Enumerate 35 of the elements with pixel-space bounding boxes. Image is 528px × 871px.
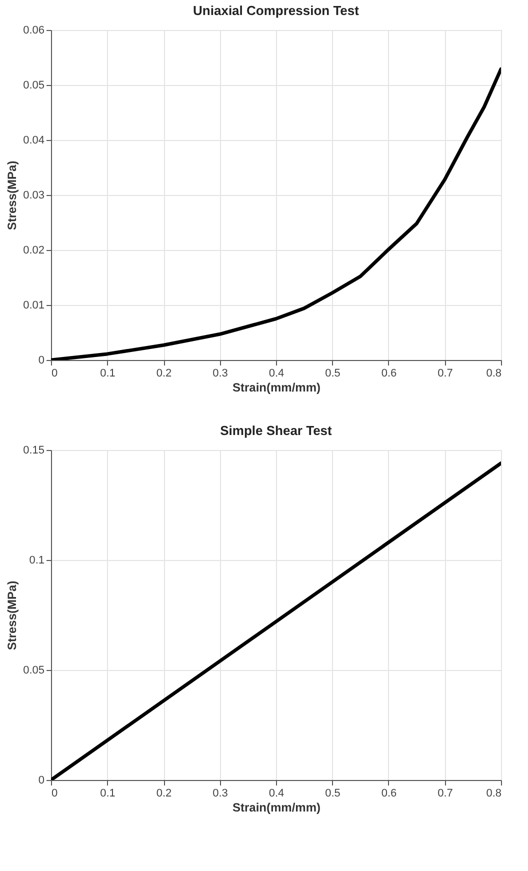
x-tick-label: 0.3 xyxy=(212,788,228,800)
y-tick-label: 0.01 xyxy=(23,300,44,312)
y-tick-label: 0.03 xyxy=(23,190,44,202)
y-tick-label: 0.05 xyxy=(23,80,44,92)
y-tick-label: 0.06 xyxy=(23,24,44,36)
x-tick-label: 0 xyxy=(52,788,58,800)
x-tick-label: 0.2 xyxy=(156,368,172,380)
x-tick-label: 0 xyxy=(52,368,58,380)
x-tick-label: 0.2 xyxy=(156,788,172,800)
y-tick-label: 0 xyxy=(38,774,44,786)
y-tick-label: 0.02 xyxy=(23,244,44,256)
x-tick-label: 0.7 xyxy=(438,788,453,800)
y-tick-label: 0.1 xyxy=(29,554,44,566)
x-tick-label: 0.6 xyxy=(381,368,397,380)
x-axis-title: Strain(mm/mm) xyxy=(232,800,321,814)
x-axis-title: Strain(mm/mm) xyxy=(232,380,321,394)
x-tick-label: 0.1 xyxy=(100,788,116,800)
chart-title: Simple Shear Test xyxy=(220,423,333,438)
x-tick-label: 0.5 xyxy=(325,788,340,800)
chart-title: Uniaxial Compression Test xyxy=(193,3,360,18)
x-tick-label: 0.5 xyxy=(325,368,340,380)
x-tick-label: 0.4 xyxy=(268,368,284,380)
x-tick-label: 0.8 xyxy=(486,368,502,380)
y-tick-label: 0.05 xyxy=(23,664,44,676)
x-tick-label: 0.7 xyxy=(438,368,453,380)
y-axis-title: Stress(MPa) xyxy=(5,580,20,650)
x-tick-label: 0.3 xyxy=(212,368,228,380)
x-tick-label: 0.4 xyxy=(268,788,284,800)
y-tick-label: 0.15 xyxy=(23,444,44,456)
x-tick-label: 0.6 xyxy=(381,788,397,800)
y-tick-label: 0.04 xyxy=(23,134,44,146)
x-tick-label: 0.1 xyxy=(100,368,116,380)
x-tick-label: 0.8 xyxy=(486,788,502,800)
y-tick-label: 0 xyxy=(38,354,44,366)
y-axis-title: Stress(MPa) xyxy=(5,160,20,230)
